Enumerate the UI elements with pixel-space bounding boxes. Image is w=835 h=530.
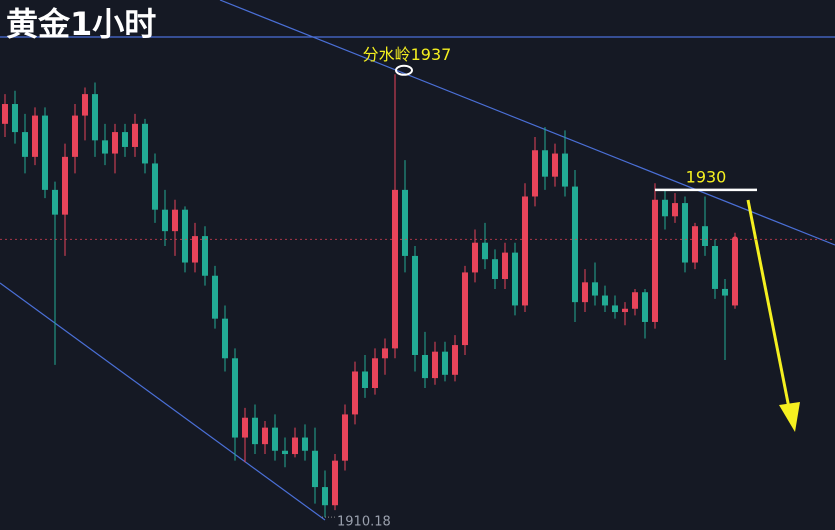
candle-body (532, 150, 538, 197)
candle-body (552, 153, 558, 177)
candle-body (162, 209, 168, 232)
trend-line (219, 0, 835, 246)
candle-body (632, 292, 638, 309)
candle-body (472, 242, 478, 273)
candle-body (42, 115, 48, 190)
candle-body (592, 282, 598, 296)
candle-body (22, 132, 28, 157)
low-label: 1910.18 (337, 515, 391, 530)
candles (2, 74, 738, 518)
candle-body (382, 348, 388, 359)
candle-body (32, 115, 38, 157)
candle-body (62, 156, 68, 215)
candle-body (652, 199, 658, 322)
candle-body (562, 153, 568, 187)
candle-body (622, 308, 628, 313)
candle-body (272, 427, 278, 451)
candle-body (302, 437, 308, 451)
candle-body (372, 358, 378, 389)
chart-title: 黄金1小时 (6, 5, 156, 43)
candle-body (442, 351, 448, 375)
candle-body (142, 123, 148, 164)
candle-body (252, 417, 258, 445)
candle-body (322, 487, 328, 506)
candle-body (422, 354, 428, 379)
candle-body (92, 94, 98, 141)
candle-body (352, 371, 358, 415)
candle-body (182, 209, 188, 263)
candle-body (432, 351, 438, 379)
pivot-marker (395, 64, 413, 76)
candle-body (482, 242, 488, 260)
candle-body (82, 94, 88, 116)
annotations: 分水岭1937 1930 1910.18 (322, 45, 757, 530)
last-price-dot (732, 236, 738, 243)
candle-body (702, 226, 708, 247)
candle-body (692, 226, 698, 263)
candle-body (72, 115, 78, 157)
candle-body (312, 450, 318, 488)
candle-body (192, 236, 198, 263)
candle-body (222, 318, 228, 359)
trend-line (0, 282, 326, 521)
candle-body (402, 189, 408, 256)
resistance-label: 1930 (686, 167, 727, 186)
candle-body (522, 196, 528, 306)
candle-body (282, 450, 288, 455)
candle-body (642, 292, 648, 322)
candle-body (122, 132, 128, 147)
candle-body (542, 150, 548, 177)
candle-body (362, 371, 368, 389)
candle-body (102, 140, 108, 154)
candle-body (492, 259, 498, 280)
arrow (746, 199, 800, 432)
candle-body (132, 123, 138, 147)
candle-body (242, 417, 248, 438)
candle-body (582, 282, 588, 303)
candle-body (612, 305, 618, 313)
candle-body (212, 275, 218, 319)
candle-body (672, 203, 678, 217)
candle-body (52, 189, 58, 215)
candle-body (502, 252, 508, 280)
candle-body (572, 186, 578, 303)
candle-body (202, 236, 208, 276)
candle-body (722, 288, 728, 296)
candle-body (392, 189, 398, 349)
candle-body (662, 199, 668, 217)
candle-body (342, 414, 348, 461)
candle-body (112, 132, 118, 154)
candle-body (152, 163, 158, 210)
candle-body (262, 427, 268, 445)
candle-body (452, 345, 458, 375)
candle-body (732, 239, 738, 306)
candle-body (462, 272, 468, 346)
candle-body (12, 104, 18, 133)
candle-body (682, 203, 688, 263)
pivot-label: 分水岭1937 (363, 45, 452, 64)
candle-body (412, 255, 418, 355)
candle-body (2, 104, 8, 124)
candle-body (232, 358, 238, 438)
candle-body (292, 437, 298, 455)
candle-body (512, 252, 518, 306)
candle-body (332, 460, 338, 506)
candle-body (712, 246, 718, 289)
candle-body (602, 295, 608, 306)
candle-body (172, 209, 178, 232)
